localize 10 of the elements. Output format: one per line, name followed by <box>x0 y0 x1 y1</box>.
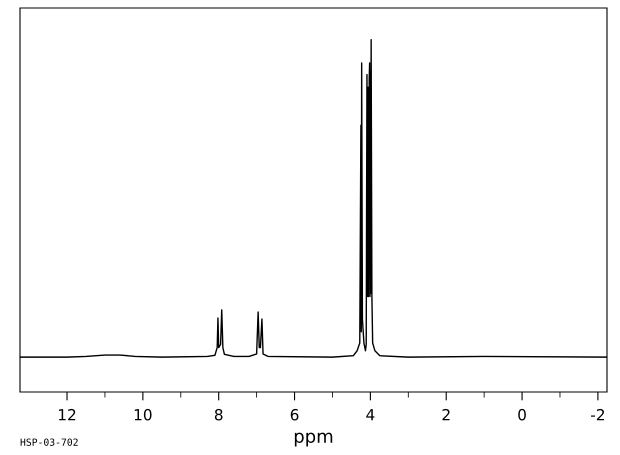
x-tick-label: 10 <box>134 408 152 420</box>
x-tick-label: 12 <box>58 408 76 420</box>
x-tick-label: 6 <box>290 408 298 420</box>
text: HSP-03-702 <box>20 438 78 446</box>
x-tick-label: 0 <box>518 408 526 420</box>
x-tick-label: -2 <box>591 408 604 420</box>
x-tick-label: 4 <box>366 409 374 420</box>
x-axis-title: ppm <box>294 432 332 446</box>
x-tick-label: 8 <box>214 408 223 420</box>
x-tick-label: 2 <box>442 408 450 420</box>
